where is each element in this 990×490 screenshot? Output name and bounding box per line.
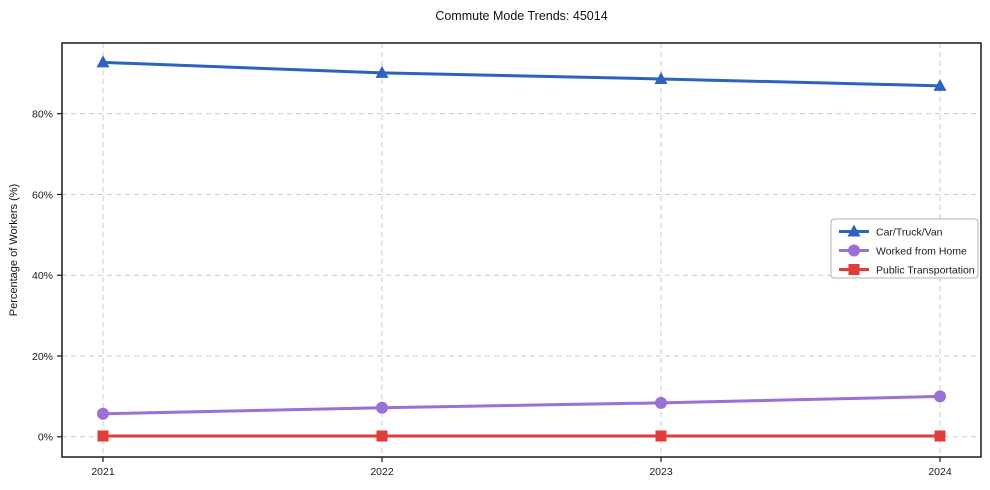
chart-title: Commute Mode Trends: 45014: [435, 9, 608, 23]
data-point-worked-from-home-2021: [97, 407, 109, 420]
data-point-public-transportation-2023: [655, 430, 667, 442]
data-point-car-truck-van-2024: [933, 78, 947, 91]
data-point-worked-from-home-2023: [655, 396, 667, 409]
x-tick-label-2022: 2022: [370, 466, 394, 478]
x-tick-label-2021: 2021: [91, 466, 115, 478]
y-tick-label-20: 20%: [32, 351, 53, 363]
data-point-worked-from-home-2022: [376, 401, 388, 414]
series-line-car-truck-van: [101, 60, 942, 88]
legend-label-worked-from-home: Worked from Home: [876, 245, 967, 257]
legend-box: [830, 218, 979, 279]
data-point-public-transportation-2024: [934, 430, 946, 442]
data-point-car-truck-van-2022: [375, 65, 389, 78]
legend-label-public-transportation: Public Transportation: [876, 264, 975, 276]
x-tick-label-2023: 2023: [649, 466, 673, 478]
legend-square-icon-public-transportation: [848, 264, 860, 275]
data-point-worked-from-home-2024: [934, 390, 946, 403]
y-tick-label-40: 40%: [32, 270, 53, 282]
y-tick-label-80: 80%: [32, 108, 53, 120]
legend-label-car-truck-van: Car/Truck/Van: [876, 226, 943, 238]
x-tick-label-2024: 2024: [928, 466, 952, 478]
y-tick-label-0: 0%: [38, 432, 53, 444]
legend-circle-icon-worked-from-home: [848, 244, 860, 257]
legend-triangle-icon-car-truck-van: [847, 224, 861, 237]
data-point-public-transportation-2022: [376, 430, 388, 442]
data-point-car-truck-van-2023: [654, 71, 668, 84]
y-tick-label-60: 60%: [32, 189, 53, 201]
series-line-worked-from-home: [101, 394, 942, 416]
data-point-public-transportation-2021: [97, 430, 109, 442]
plot-border: [61, 42, 982, 458]
data-point-car-truck-van-2021: [96, 55, 110, 68]
